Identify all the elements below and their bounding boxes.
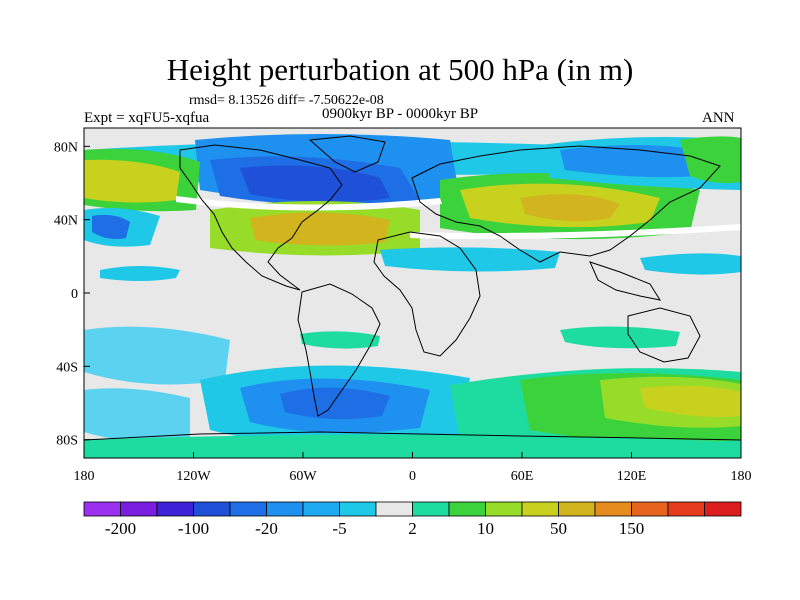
season-label: ANN (702, 110, 735, 126)
south-america-teal-patch (300, 331, 380, 349)
colorbar-swatch (193, 501, 231, 517)
africa-coast (373, 231, 481, 357)
colorbar: -200 -100 -20 -5 2 10 50 150 (83, 501, 742, 538)
colorbar-label: 2 (408, 519, 417, 538)
colorbar-swatch (412, 501, 450, 517)
eurasia-coast (411, 145, 721, 263)
colorbar-swatch (704, 501, 742, 517)
lon-tick-label: 180 (74, 469, 95, 484)
maritime-continent-coast (589, 261, 662, 301)
chart-title: Height perturbation at 500 hPa (in m) (166, 52, 634, 87)
colorbar-swatch (594, 501, 632, 517)
australia-coast (627, 307, 701, 363)
colorbar-label: -100 (178, 519, 209, 538)
colorbar-label: 10 (477, 519, 494, 538)
map-plot-area (84, 128, 741, 458)
colorbar-swatch (375, 501, 413, 517)
lon-tick-label: 120E (617, 469, 647, 484)
longitude-axis: 180 120W 60W 0 60E 120E 180 (74, 452, 752, 484)
lat-tick-label: 0 (71, 287, 78, 302)
colorbar-swatch (448, 501, 486, 517)
colorbar-label: -5 (332, 519, 346, 538)
atlantic-positive-core (250, 212, 390, 246)
lon-tick-label: 60E (511, 469, 534, 484)
north-america-negative-core (240, 165, 390, 203)
indian-ocean-olive-core (640, 385, 741, 417)
eurasia-positive-core (520, 194, 620, 222)
contour-gap-north (176, 196, 442, 211)
colorbar-swatch (266, 501, 304, 517)
period-label: 0900kyr BP - 0000kyr BP (322, 106, 479, 122)
latitude-axis: 80N 40N 0 40S 80S (54, 140, 90, 449)
colorbar-swatch (302, 501, 340, 517)
greenland-coast (308, 135, 386, 173)
south-america-coast (297, 283, 381, 417)
tropical-pacific-cyan-streak (100, 266, 180, 281)
bering-positive-green (680, 136, 741, 184)
colorbar-swatch (120, 501, 158, 517)
colorbar-swatch (558, 501, 596, 517)
colorbar-swatch (339, 501, 377, 517)
colorbar-swatch (156, 501, 194, 517)
south-atlantic-blue-core (280, 387, 390, 420)
indian-ocean-teal-patch (560, 326, 680, 349)
experiment-label: Expt = xqFU5-xqfua (84, 110, 210, 126)
antarctic-teal-band (84, 434, 741, 458)
pacific-blue-core (92, 214, 130, 240)
north-america-coast (179, 144, 343, 291)
lon-tick-label: 60W (289, 469, 317, 484)
lat-tick-label: 80N (54, 140, 78, 155)
colorbar-label: -20 (255, 519, 278, 538)
lat-tick-label: 80S (56, 434, 78, 449)
lat-tick-label: 40N (54, 214, 78, 229)
colorbar-label: 150 (619, 519, 645, 538)
colorbar-swatch (83, 501, 121, 517)
coastlines (84, 135, 741, 441)
colorbar-swatch (631, 501, 669, 517)
contour-gap-eurasia (410, 224, 741, 239)
colorbar-swatch (229, 501, 267, 517)
southern-ocean-cyan-west (84, 388, 190, 442)
colorbar-label: -200 (105, 519, 136, 538)
colorbar-swatch (521, 501, 559, 517)
north-pacific-positive-olive (84, 159, 180, 203)
south-pacific-cyan (84, 326, 230, 385)
lat-tick-label: 40S (56, 360, 78, 375)
colorbar-swatch (667, 501, 705, 517)
lon-tick-label: 180 (731, 469, 752, 484)
subtropic-cyan-band (380, 247, 560, 272)
lon-tick-label: 0 (409, 469, 416, 484)
lon-tick-label: 120W (176, 469, 211, 484)
rmsd-diff-stats: rmsd= 8.13526 diff= -7.50622e-08 (189, 93, 384, 108)
antarctica-coast (84, 431, 741, 441)
colorbar-swatch (485, 501, 523, 517)
west-pacific-cyan-streak (640, 253, 741, 275)
colorbar-label: 50 (550, 519, 567, 538)
